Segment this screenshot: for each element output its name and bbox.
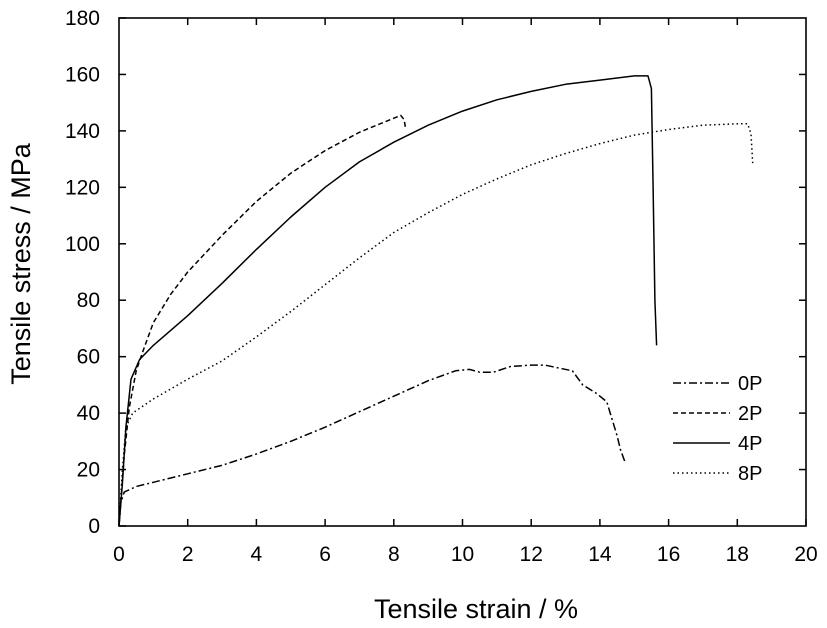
x-tick-label: 14 <box>588 543 612 566</box>
x-tick-label: 20 <box>794 543 817 566</box>
axis-tick-labels: 0 2 4 6 8 10 12 14 16 18 20 0 20 40 60 80 100 120 140 160 18… <box>65 7 818 566</box>
y-tick-label: 0 <box>88 515 100 538</box>
x-tick-label: 18 <box>726 543 749 566</box>
y-tick-label: 100 <box>65 233 100 256</box>
y-axis-title: Tensile stress / MPa <box>6 142 36 385</box>
y-tick-label: 120 <box>65 176 100 199</box>
plot-frame <box>118 17 807 527</box>
y-tick-label: 20 <box>77 459 100 482</box>
series-line-8p <box>118 123 754 527</box>
series-line-0p <box>118 364 627 527</box>
x-axis-title: Tensile strain / % <box>374 594 578 624</box>
y-tick-label: 140 <box>65 120 100 143</box>
axis-ticks <box>118 17 807 527</box>
legend-label-2p: 2P <box>738 403 762 425</box>
series-line-2p <box>118 114 407 527</box>
data-series <box>118 75 754 527</box>
legend-label-4p: 4P <box>738 433 762 455</box>
legend: 0P 2P 4P 8P <box>673 373 762 485</box>
x-tick-label: 0 <box>113 543 125 566</box>
x-tick-label: 8 <box>388 543 400 566</box>
x-tick-label: 2 <box>182 543 194 566</box>
x-tick-label: 12 <box>520 543 543 566</box>
series-line-4p <box>118 75 658 527</box>
y-tick-label: 180 <box>65 7 100 30</box>
legend-label-8p: 8P <box>738 463 762 485</box>
y-tick-label: 40 <box>77 402 100 425</box>
y-tick-label: 160 <box>65 63 100 86</box>
y-tick-label: 80 <box>77 289 100 312</box>
x-tick-label: 4 <box>251 543 263 566</box>
x-tick-label: 10 <box>451 543 474 566</box>
x-tick-label: 16 <box>657 543 680 566</box>
x-tick-label: 6 <box>319 543 331 566</box>
y-tick-label: 60 <box>77 346 100 369</box>
legend-label-0p: 0P <box>738 373 762 395</box>
